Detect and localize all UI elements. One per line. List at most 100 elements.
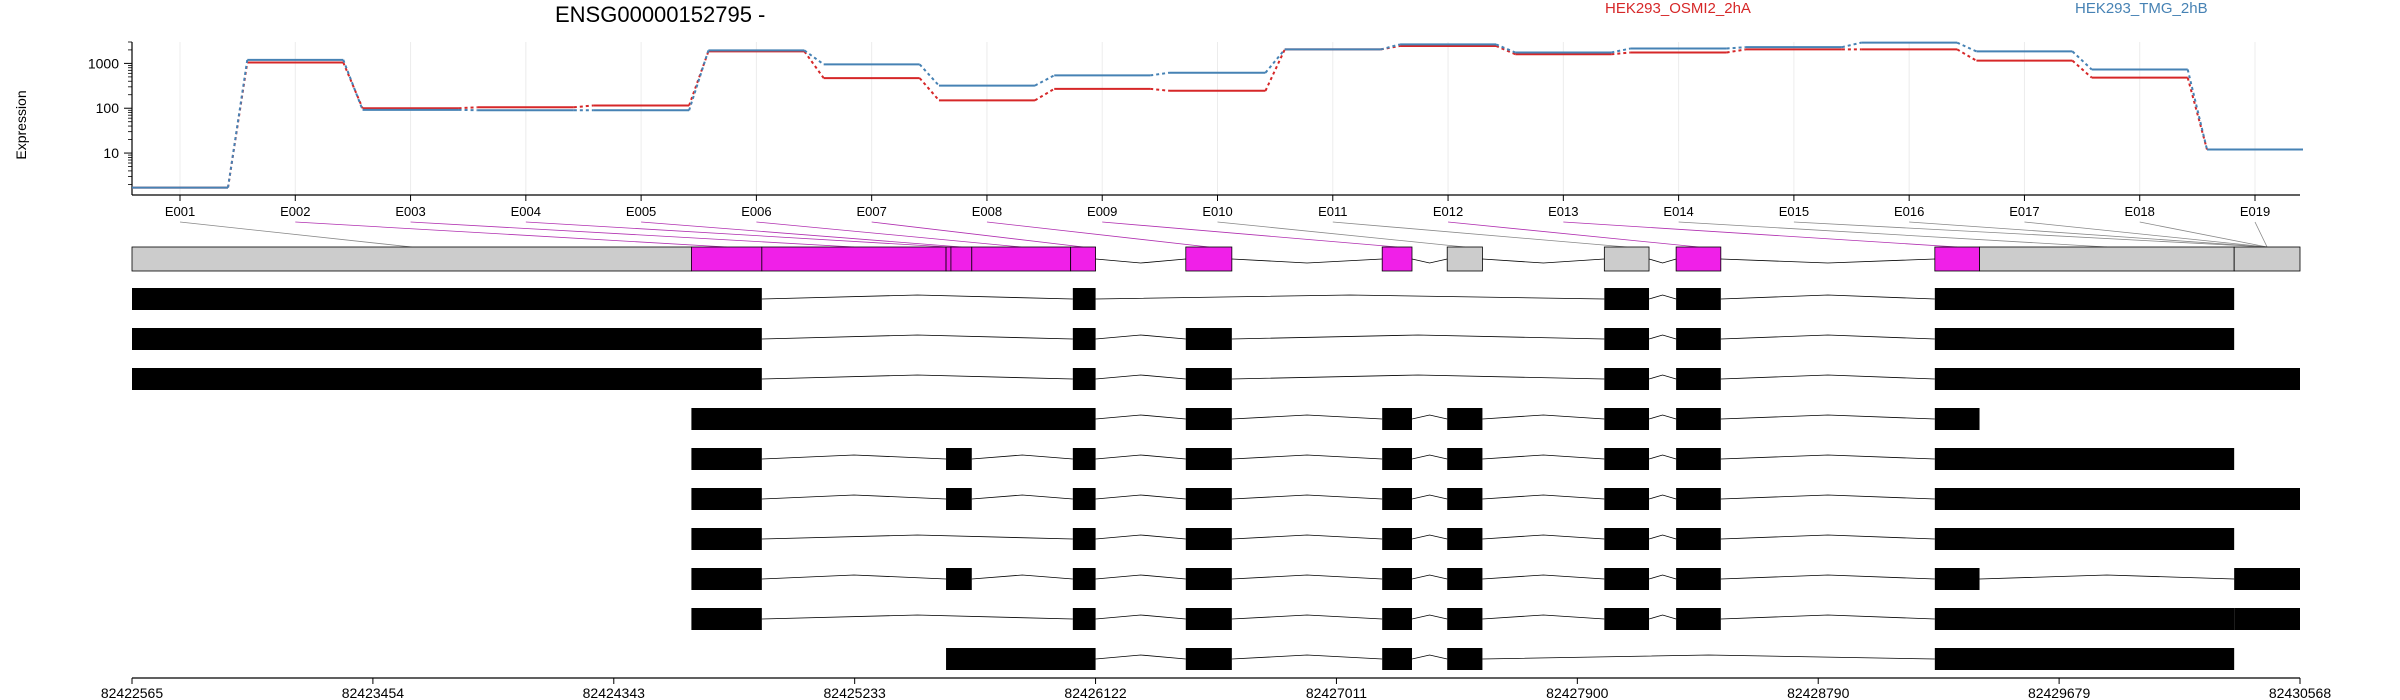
connector-E010 (1264, 48, 1286, 74)
exon (1676, 288, 1721, 310)
intron (1231, 494, 1383, 500)
exon (1185, 608, 1232, 630)
exon (132, 368, 762, 390)
bin-intron (1720, 258, 1935, 264)
intron (1231, 334, 1605, 340)
intron (1720, 414, 1935, 420)
connector-E007 (871, 221, 1084, 248)
connector-E014 (1678, 221, 2107, 248)
exon-bin-E004 (945, 246, 952, 272)
exon (1934, 648, 2235, 670)
transcript-2 (132, 328, 2235, 350)
exon (1072, 448, 1096, 470)
intron (1648, 614, 1677, 620)
exon (1447, 528, 1483, 550)
exon-bin-E002 (691, 246, 763, 272)
exon (1934, 408, 1980, 430)
connector-E019 (2254, 221, 2268, 248)
connector-E018 (2139, 221, 2268, 248)
connector-E004 (525, 221, 949, 248)
intron (761, 494, 947, 500)
exon (1604, 488, 1650, 510)
exon-bin-E007 (1070, 246, 1096, 272)
intron (1411, 494, 1448, 500)
exon-bin-E011 (1603, 246, 1650, 272)
exon (1604, 608, 1650, 630)
x-tick-label-E006: E006 (741, 204, 771, 219)
intron (1411, 454, 1448, 460)
genomic-tick-label: 82425233 (824, 685, 887, 700)
connector-E009 (1150, 87, 1170, 92)
intron (1411, 654, 1448, 660)
intron (1720, 334, 1935, 340)
intron (1648, 534, 1677, 540)
x-tick-label-E010: E010 (1202, 204, 1232, 219)
x-tick-label-E012: E012 (1433, 204, 1463, 219)
connector-E013 (1611, 47, 1631, 54)
intron (1482, 574, 1605, 580)
intron (971, 454, 1073, 460)
intron (761, 534, 1073, 540)
genomic-tick-label: 82424343 (583, 685, 646, 700)
exon (1447, 608, 1483, 630)
exon (1072, 568, 1096, 590)
exon (1072, 608, 1096, 630)
exon (1447, 408, 1483, 430)
exon (1447, 568, 1483, 590)
exon (1185, 408, 1232, 430)
exon-bin-E009 (1381, 246, 1413, 272)
transcript-4 (691, 408, 1980, 430)
exon (1604, 408, 1650, 430)
connector-E018 (2186, 77, 2208, 150)
genomic-tick-label: 82429679 (2028, 685, 2091, 700)
genomic-tick-label: 82422565 (101, 685, 164, 700)
x-tick-label-E011: E011 (1318, 204, 1347, 219)
intron (1231, 654, 1383, 660)
transcript-6 (691, 488, 2300, 510)
exon (1676, 528, 1721, 550)
genomic-tick-label: 82428790 (1787, 685, 1850, 700)
transcripts-track (132, 288, 2300, 670)
intron (1482, 454, 1605, 460)
exon (691, 528, 762, 550)
exon (1382, 648, 1412, 670)
connector-E007 (918, 63, 940, 87)
transcript-8 (691, 568, 2300, 590)
intron (1648, 574, 1677, 580)
exon (1447, 648, 1483, 670)
intron (1095, 414, 1186, 420)
connector-E008 (986, 221, 1209, 248)
connector-E014 (1726, 48, 1747, 54)
x-tick-label-E013: E013 (1548, 204, 1578, 219)
x-tick-label-E014: E014 (1663, 204, 1693, 219)
exon (946, 568, 972, 590)
connector-E001 (227, 59, 249, 188)
exon (1447, 488, 1483, 510)
exon (1604, 568, 1650, 590)
exon (1382, 608, 1412, 630)
intron (1720, 574, 1935, 580)
intron (761, 454, 947, 460)
x-tick-label-E015: E015 (1779, 204, 1809, 219)
intron (1231, 534, 1383, 540)
bin-intron (1095, 258, 1186, 264)
chart-title: ENSG00000152795 - (555, 2, 765, 27)
intron (761, 334, 1073, 340)
exon (1604, 328, 1650, 350)
intron (1411, 414, 1448, 420)
connector-E001 (179, 221, 412, 248)
exon (1676, 448, 1721, 470)
exon (2234, 608, 2300, 630)
exon-bin-E008 (1185, 246, 1233, 272)
exon (1447, 448, 1483, 470)
connector-E011 (1332, 221, 1627, 248)
intron (1648, 454, 1677, 460)
x-tick-label-E017: E017 (2009, 204, 2039, 219)
intron (1720, 494, 1935, 500)
transcript-5 (691, 448, 2235, 470)
connector-E011 (1380, 43, 1401, 51)
connector-E003 (458, 106, 478, 110)
exon (1072, 328, 1096, 350)
exon (1185, 528, 1232, 550)
x-tick-label-E001: E001 (165, 204, 195, 219)
